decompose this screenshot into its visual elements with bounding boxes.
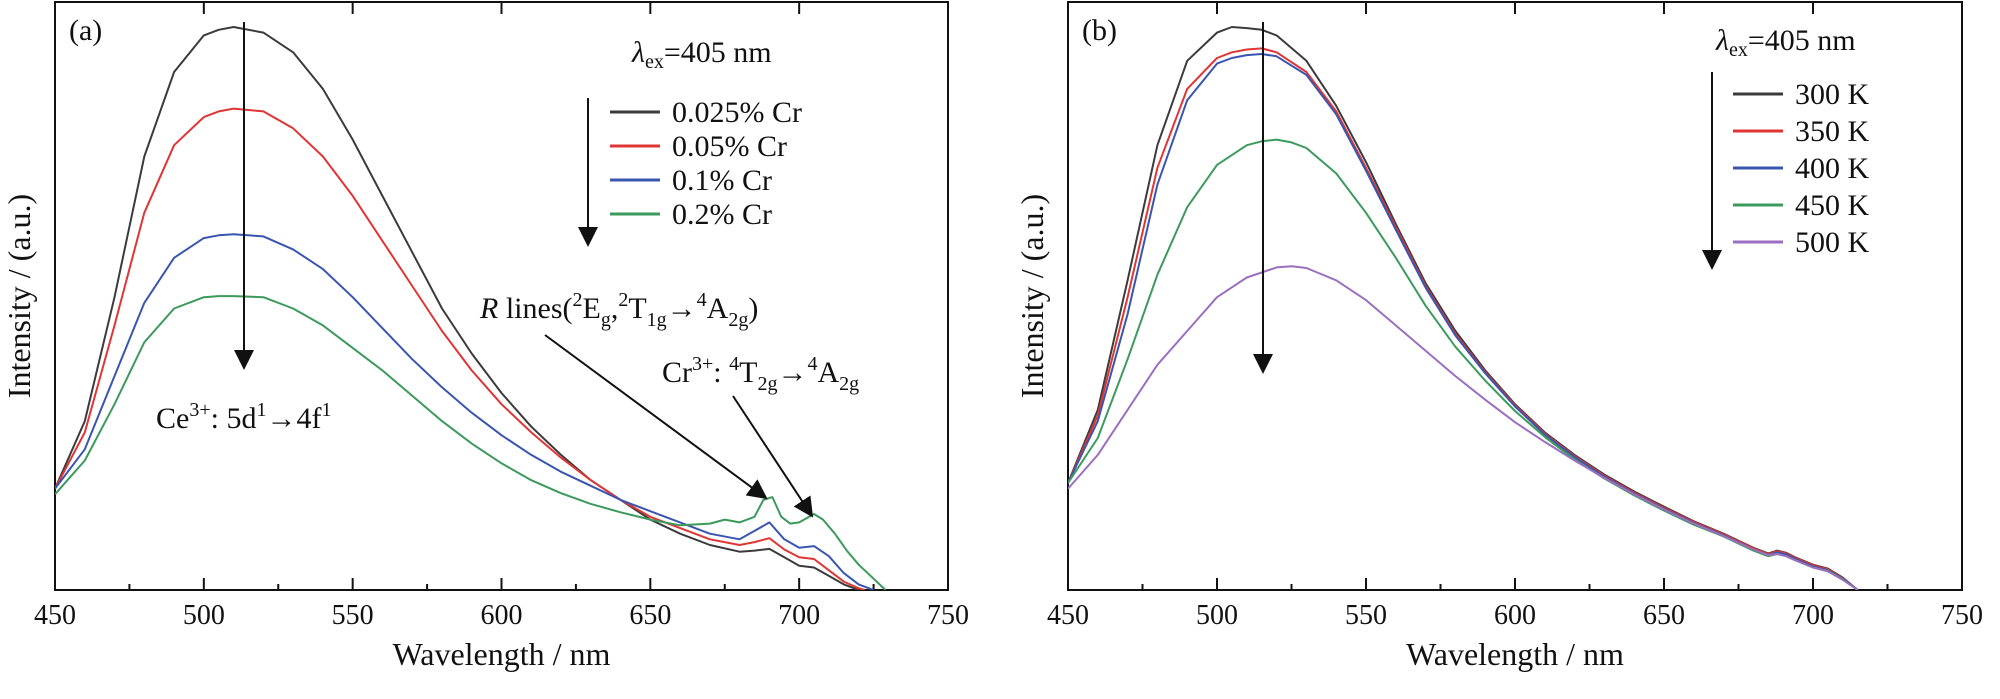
ce-t1: Ce <box>156 402 189 435</box>
r-comma: , <box>611 292 619 325</box>
ce-sup3: 1 <box>321 399 331 421</box>
cr-sup1: 3+ <box>692 353 713 375</box>
series-line-0-025-cr <box>55 26 860 590</box>
r-t3: A <box>707 292 729 325</box>
ce-colon: : 5d <box>211 402 257 435</box>
excitation-sub: ex <box>645 51 664 73</box>
ce-sup2: 1 <box>256 399 266 421</box>
x-axis-title: Wavelength / nm <box>393 636 611 672</box>
excitation-lambda: λ <box>1715 24 1729 57</box>
r-lines-annotation: R lines(2Eg,2T1g→4A2g) <box>479 289 758 331</box>
excitation-label: λex=405 nm <box>631 36 772 73</box>
legend-label: 350 K <box>1795 115 1870 148</box>
ce-sup1: 3+ <box>189 399 210 421</box>
r-sub1: g <box>601 309 611 331</box>
r-sup2: 2 <box>618 289 628 311</box>
excitation-lambda: λ <box>631 36 645 69</box>
series-line-0-1-cr <box>55 233 874 590</box>
legend-label: 500 K <box>1795 226 1870 259</box>
cr-t2: T <box>739 356 757 389</box>
cr-t3: A <box>817 356 839 389</box>
cr-colon: : <box>713 356 729 389</box>
panel-label: (b) <box>1082 14 1117 47</box>
series-line-300-k <box>1068 26 1859 590</box>
r-close: ) <box>748 292 758 325</box>
x-tick-label: 750 <box>927 600 969 631</box>
x-tick-label: 500 <box>1196 600 1238 631</box>
series-line-500-k <box>1068 265 1859 590</box>
x-tick-label: 450 <box>1047 600 1089 631</box>
cr-sub2: 2g <box>757 373 777 395</box>
r-sub2: 1g <box>647 309 667 331</box>
x-tick-label: 650 <box>629 600 671 631</box>
excitation-sub: ex <box>1729 39 1748 61</box>
cr-annotation: Cr3+: 4T2g→4A2g <box>662 353 859 395</box>
r-t2: T <box>628 292 646 325</box>
series-line-0-2-cr <box>55 295 887 590</box>
series-line-400-k <box>1068 53 1859 590</box>
ce-annotation: Ce3+: 5d1→4f1 <box>156 399 331 435</box>
panel-label: (a) <box>69 14 102 47</box>
r-text: lines( <box>498 292 572 325</box>
x-tick-label: 500 <box>183 600 225 631</box>
panel-b: 450 500 550 600 650 700 750 Wavelength / nm Inte… <box>1014 1 1983 672</box>
x-tick-label: 550 <box>1345 600 1387 631</box>
legend-label: 450 K <box>1795 189 1870 222</box>
x-axis-title: Wavelength / nm <box>1406 636 1624 672</box>
series-line-450-k <box>1068 138 1859 590</box>
r-arrow: → <box>667 292 697 325</box>
legend-label: 400 K <box>1795 152 1870 185</box>
x-tick-label: 450 <box>34 600 76 631</box>
r-sup3: 4 <box>697 289 707 311</box>
r-sub3: 2g <box>728 309 748 331</box>
r-sup1: 2 <box>572 289 582 311</box>
panel-a: 450 500 550 600 650 700 750 Wavelength / nm Inte… <box>1 1 969 672</box>
x-tick-label: 700 <box>778 600 820 631</box>
excitation-value: =405 nm <box>664 36 772 69</box>
cr-sup3: 4 <box>807 353 817 375</box>
ce-arrow: →4f <box>266 402 321 435</box>
x-tick-label: 600 <box>1494 600 1536 631</box>
r-italic: R <box>479 292 498 325</box>
excitation-label: λex=405 nm <box>1715 24 1856 61</box>
legend-label: 0.1% Cr <box>672 164 772 197</box>
cr-arrow: → <box>777 356 807 389</box>
legend-label: 0.025% Cr <box>672 96 802 129</box>
cr-t1: Cr <box>662 356 692 389</box>
legend-label: 0.2% Cr <box>672 198 772 231</box>
y-axis-title: Intensity / (a.u.) <box>1014 194 1050 398</box>
series-line-0-05-cr <box>55 107 865 590</box>
x-tick-label: 700 <box>1792 600 1834 631</box>
excitation-value: =405 nm <box>1748 24 1856 57</box>
legend-label: 300 K <box>1795 78 1870 111</box>
y-axis-title: Intensity / (a.u.) <box>1 194 37 398</box>
x-tick-label: 750 <box>1941 600 1983 631</box>
x-tick-label: 600 <box>481 600 523 631</box>
series-lines <box>1068 26 1859 590</box>
legend-label: 0.05% Cr <box>672 130 787 163</box>
r-lines-arrow <box>544 334 768 500</box>
r-t1: E <box>582 292 600 325</box>
cr-sub3: 2g <box>839 373 859 395</box>
cr-sup2: 4 <box>729 353 739 375</box>
cr-arrow <box>732 395 814 518</box>
x-tick-label: 650 <box>1643 600 1685 631</box>
x-tick-label: 550 <box>332 600 374 631</box>
